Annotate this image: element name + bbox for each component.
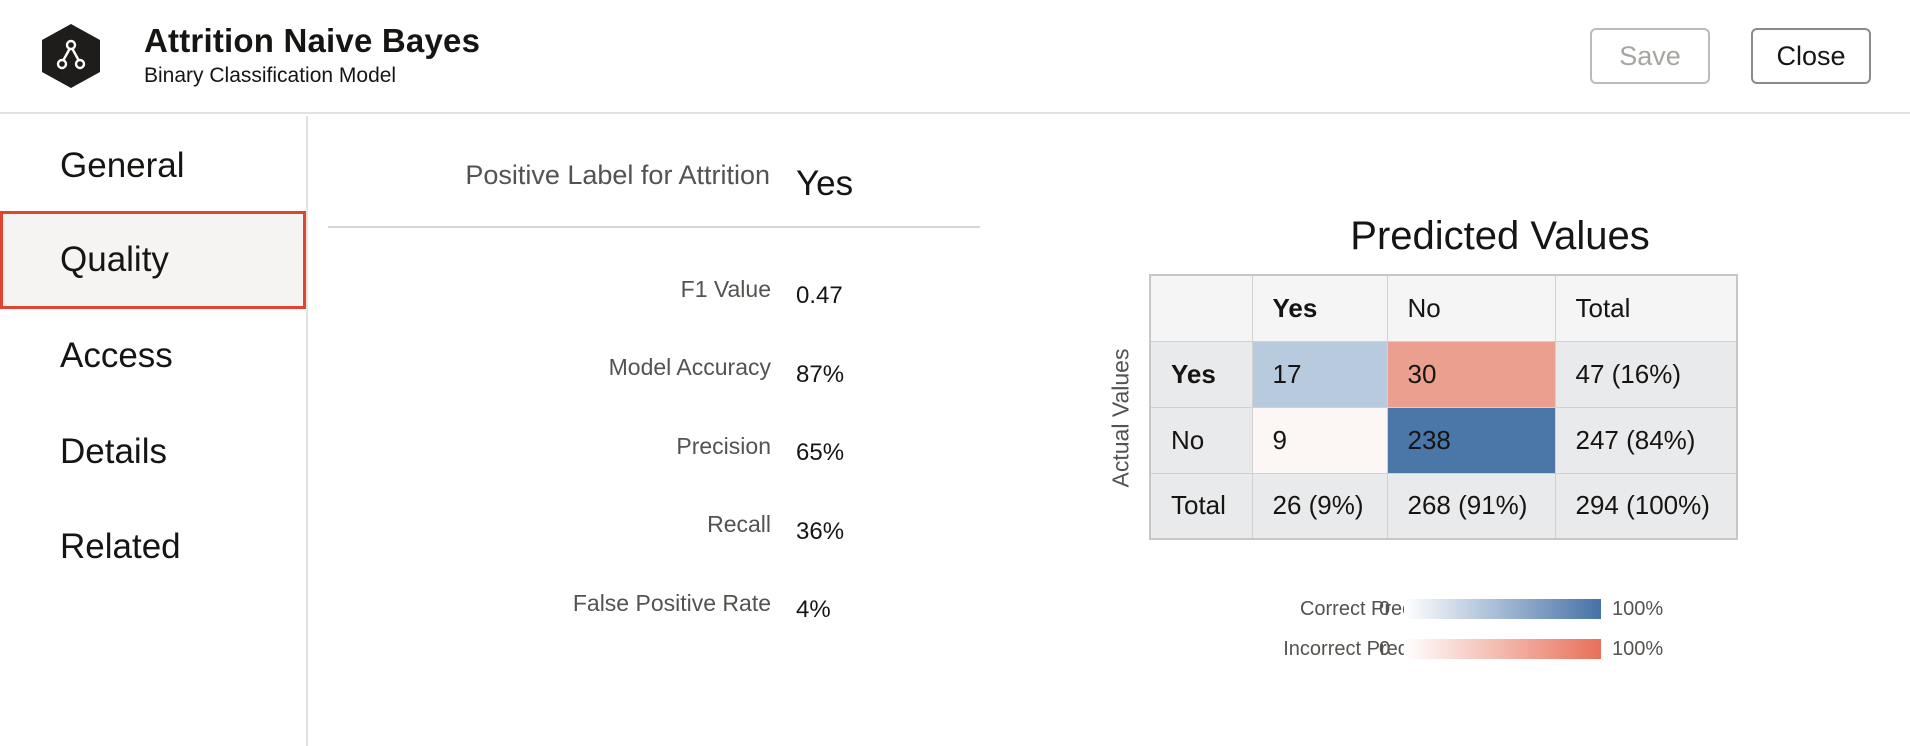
cell-no-total: 247 (84%) bbox=[1554, 406, 1738, 474]
sidebar-item-general[interactable]: General bbox=[60, 146, 185, 185]
metric-value-fpr: 4% bbox=[796, 596, 831, 623]
row-header-total: Total bbox=[1149, 472, 1253, 540]
metric-label-precision: Precision bbox=[676, 433, 771, 459]
cell-no-no: 238 bbox=[1386, 406, 1556, 474]
table-row: Total 26 (9%) 268 (91%) 294 (100%) bbox=[1149, 472, 1738, 540]
cell-yes-yes: 17 bbox=[1251, 340, 1388, 408]
row-header-yes: Yes bbox=[1149, 340, 1253, 408]
actual-values-label: Actual Values bbox=[1107, 348, 1134, 488]
metric-label-accuracy: Model Accuracy bbox=[608, 354, 771, 380]
positive-label-caption: Positive Label for Attrition bbox=[465, 160, 770, 190]
divider bbox=[328, 226, 980, 228]
model-title: Attrition Naive Bayes bbox=[144, 22, 481, 59]
legend-correct-gradient bbox=[1404, 599, 1601, 619]
column-header-no: No bbox=[1386, 274, 1556, 342]
close-button[interactable]: Close bbox=[1751, 28, 1871, 84]
cell-total-no: 268 (91%) bbox=[1386, 472, 1556, 540]
metric-value-f1: 0.47 bbox=[796, 282, 843, 309]
model-hexagon-icon bbox=[42, 24, 100, 88]
confusion-matrix: Yes No Total Yes 17 30 47 (16%) No 9 238… bbox=[1149, 274, 1738, 540]
metric-value-recall: 36% bbox=[796, 518, 845, 545]
legend-incorrect-gradient bbox=[1404, 639, 1601, 659]
cell-total-yes: 26 (9%) bbox=[1251, 472, 1388, 540]
legend-incorrect-max: 100% bbox=[1612, 638, 1664, 660]
legend-correct-max: 100% bbox=[1612, 598, 1664, 620]
cell-total-total: 294 (100%) bbox=[1554, 472, 1738, 540]
metric-label-fpr: False Positive Rate bbox=[572, 590, 771, 616]
sidebar-item-access[interactable]: Access bbox=[60, 336, 173, 375]
table-row: Yes No Total bbox=[1149, 274, 1738, 342]
metric-label-recall: Recall bbox=[707, 511, 771, 537]
positive-label-value: Yes bbox=[796, 164, 854, 203]
column-header-total: Total bbox=[1554, 274, 1738, 342]
legend-correct-min: 0 bbox=[1379, 598, 1391, 620]
sidebar-item-quality[interactable]: Quality bbox=[0, 211, 306, 309]
metric-value-accuracy: 87% bbox=[796, 361, 845, 388]
cell-no-yes: 9 bbox=[1251, 406, 1388, 474]
legend-incorrect-min: 0 bbox=[1379, 638, 1391, 660]
sidebar-nav: General Quality Access Details Related bbox=[0, 116, 308, 746]
table-row: Yes 17 30 47 (16%) bbox=[1149, 340, 1738, 408]
corner-cell bbox=[1149, 274, 1253, 342]
save-button[interactable]: Save bbox=[1590, 28, 1710, 84]
column-header-yes: Yes bbox=[1251, 274, 1388, 342]
metric-label-f1: F1 Value bbox=[680, 276, 771, 302]
cell-yes-total: 47 (16%) bbox=[1554, 340, 1738, 408]
metric-value-precision: 65% bbox=[796, 439, 845, 466]
dialog-header: Attrition Naive Bayes Binary Classificat… bbox=[0, 0, 1910, 114]
table-row: No 9 238 247 (84%) bbox=[1149, 406, 1738, 474]
sidebar-item-details[interactable]: Details bbox=[60, 432, 167, 471]
sidebar-item-related[interactable]: Related bbox=[60, 527, 181, 566]
cell-yes-no: 30 bbox=[1386, 340, 1556, 408]
model-subtitle: Binary Classification Model bbox=[144, 64, 397, 87]
confusion-matrix-title: Predicted Values bbox=[1350, 214, 1650, 258]
row-header-no: No bbox=[1149, 406, 1253, 474]
